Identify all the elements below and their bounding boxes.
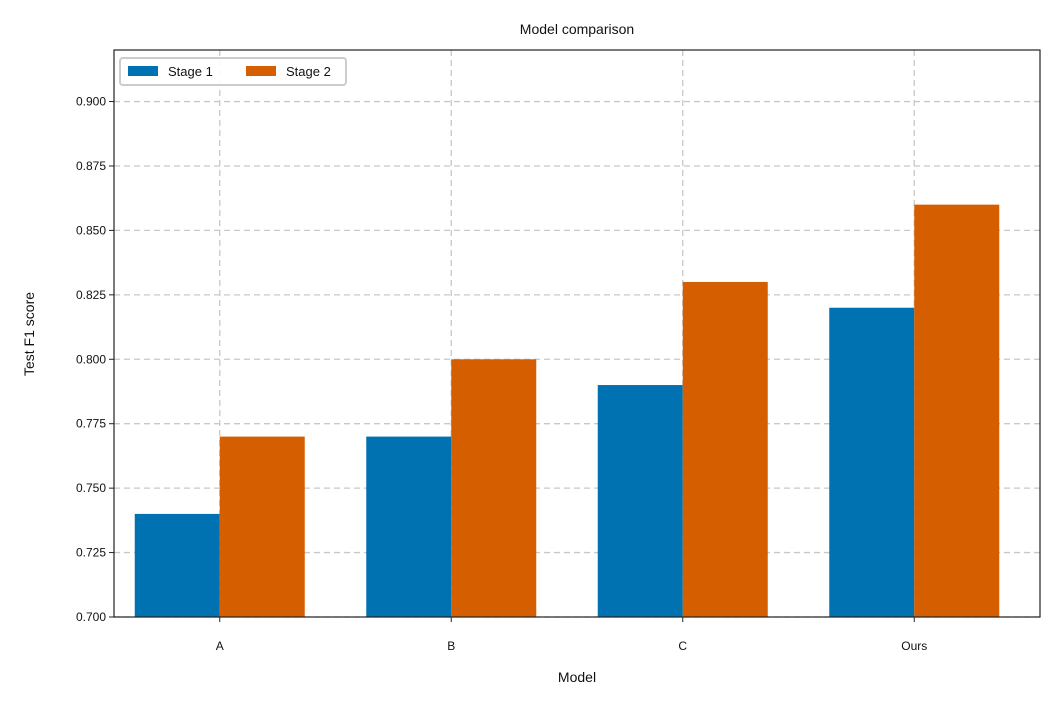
y-tick-label: 0.900 xyxy=(76,95,106,109)
plot-frame xyxy=(113,49,1041,618)
x-axis-ticks: A B C Ours xyxy=(216,617,927,653)
bar-stage1-a xyxy=(134,513,220,617)
legend-box xyxy=(119,57,347,86)
chart-title: Model comparison xyxy=(520,21,634,37)
legend-label: Stage 2 xyxy=(286,64,331,79)
y-tick-label: 0.725 xyxy=(76,546,106,560)
bar-stage2-c xyxy=(682,281,768,617)
x-tick-label: A xyxy=(216,639,224,653)
y-tick-label: 0.700 xyxy=(76,610,106,624)
x-tick-label: C xyxy=(678,639,687,653)
x-tick-label: Ours xyxy=(901,639,927,653)
bar-stage1-c xyxy=(597,385,683,617)
legend-label: Stage 1 xyxy=(168,64,213,79)
x-tick-label: B xyxy=(447,639,455,653)
bar-stage2-ours xyxy=(914,204,1000,618)
bar-stage1-b xyxy=(366,436,452,617)
y-tick-label: 0.850 xyxy=(76,223,106,237)
legend-swatch xyxy=(246,66,276,76)
bar-stage1-ours xyxy=(829,307,915,617)
legend: Stage 1 Stage 2 xyxy=(119,57,347,86)
y-tick-label: 0.825 xyxy=(76,288,106,302)
legend-swatch xyxy=(128,66,158,76)
y-axis-ticks: 0.700 0.725 0.750 0.775 0.800 0.825 0.850 0.875… xyxy=(76,95,114,624)
bar-stage2-b xyxy=(451,359,537,617)
y-tick-label: 0.875 xyxy=(76,159,106,173)
y-tick-label: 0.775 xyxy=(76,417,106,431)
bar-stage2-a xyxy=(219,436,305,617)
bars-layer xyxy=(134,204,1000,618)
y-tick-label: 0.750 xyxy=(76,481,106,495)
y-tick-label: 0.800 xyxy=(76,352,106,366)
x-axis-title: Model xyxy=(558,669,596,685)
y-axis-title: Test F1 score xyxy=(21,292,37,376)
